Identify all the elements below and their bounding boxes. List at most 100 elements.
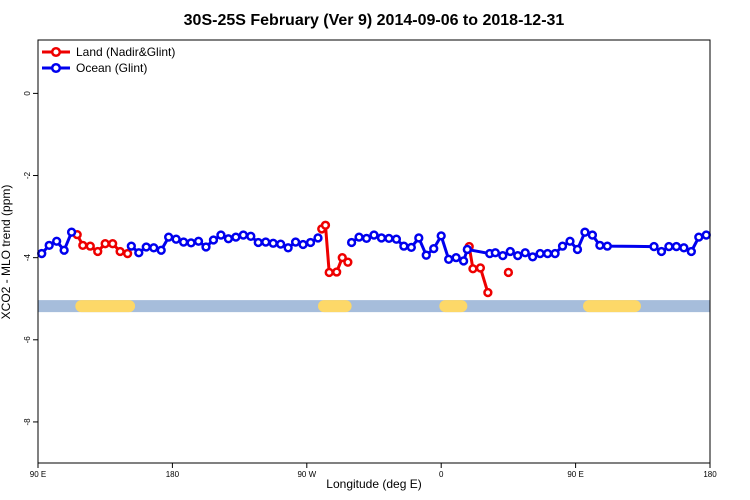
ocean-point-22 — [253, 237, 263, 248]
x-tick-label-1: 180 — [166, 470, 180, 479]
land-point-13 — [343, 257, 353, 267]
x-tick-label-5: 180 — [703, 470, 717, 479]
ocean-point-53 — [520, 248, 530, 258]
ocean-point-34 — [369, 230, 379, 240]
ocean-point-16 — [208, 235, 219, 245]
land-band-2 — [439, 300, 468, 313]
ocean-point-55 — [535, 248, 545, 259]
ocean-point-52 — [513, 250, 523, 261]
land-band-3 — [583, 300, 641, 313]
land-point-5 — [108, 239, 118, 249]
ocean-point-39 — [406, 242, 416, 253]
land-point-7 — [122, 248, 133, 259]
ocean-point-36 — [384, 233, 394, 244]
legend-land-label: Land (Nadir&Glint) — [76, 45, 175, 59]
land-point-12 — [337, 253, 347, 263]
ocean-point-26 — [283, 243, 293, 253]
chart-title: 30S-25S February (Ver 9) 2014-09-06 to 2… — [184, 12, 565, 29]
ocean-point-18 — [223, 234, 234, 244]
land-point-6 — [115, 246, 125, 257]
land-series-line-1 — [320, 223, 349, 274]
ocean-point-54 — [528, 252, 538, 262]
ocean-point-63 — [595, 240, 605, 250]
ocean-point-65 — [649, 241, 659, 252]
land-point-4 — [100, 239, 110, 249]
ocean-point-5 — [126, 241, 136, 251]
ocean-point-1 — [44, 240, 54, 250]
ocean-point-7 — [141, 242, 151, 252]
y-tick-label-0: 0 — [23, 91, 32, 96]
ocean-point-44 — [444, 254, 454, 264]
ocean-point-19 — [231, 232, 241, 242]
ocean-point-72 — [701, 230, 711, 240]
ocean-point-12 — [178, 237, 189, 247]
ocean-point-30 — [313, 233, 323, 243]
ocean-point-47 — [462, 244, 472, 255]
ocean-point-43 — [436, 231, 446, 241]
ocean-point-60 — [572, 244, 583, 255]
ocean-point-32 — [354, 232, 364, 242]
ocean-point-58 — [557, 241, 568, 251]
ocean-point-69 — [679, 243, 689, 253]
ocean-point-64 — [602, 241, 612, 251]
ocean-point-38 — [399, 241, 409, 251]
ocean-point-51 — [505, 246, 515, 257]
ocean-point-61 — [580, 227, 590, 237]
ocean-point-68 — [671, 241, 682, 252]
plot-frame — [37, 39, 711, 464]
ocean-point-0 — [37, 248, 47, 259]
x-tick-label-3: 0 — [439, 470, 444, 479]
ocean-point-29 — [305, 237, 316, 248]
ocean-point-13 — [186, 238, 196, 248]
land-point-15 — [468, 264, 478, 274]
land-point-17 — [483, 287, 493, 298]
ocean-point-67 — [664, 241, 674, 252]
legend-land-marker — [50, 46, 62, 58]
ocean-point-4 — [66, 227, 77, 237]
land-point-10 — [324, 267, 334, 278]
land-point-1 — [78, 240, 88, 250]
ocean-point-15 — [201, 242, 211, 252]
land-point-3 — [93, 246, 103, 257]
land-point-16 — [475, 263, 486, 273]
ocean-point-8 — [149, 243, 159, 253]
x-tick-label-2: 90 W — [297, 470, 316, 479]
ocean-point-11 — [171, 234, 181, 244]
ocean-point-45 — [451, 253, 461, 263]
ocean-point-3 — [59, 245, 69, 255]
ocean-point-23 — [261, 237, 271, 247]
legend-ocean-marker — [50, 62, 62, 74]
land-band-0 — [75, 300, 136, 313]
ocean-point-20 — [238, 230, 248, 240]
land-point-9 — [320, 220, 331, 230]
ocean-point-40 — [414, 233, 424, 243]
land-band-1 — [318, 300, 352, 313]
ocean-point-31 — [346, 237, 357, 248]
land-point-18 — [503, 267, 514, 278]
ocean-point-25 — [276, 239, 286, 249]
surface-band — [38, 300, 710, 313]
y-tick-label-1: -2 — [23, 171, 32, 179]
ocean-point-14 — [193, 236, 204, 246]
ocean-point-6 — [134, 248, 144, 258]
ocean-point-62 — [587, 230, 598, 240]
ocean-point-9 — [156, 245, 166, 255]
ocean-point-59 — [565, 236, 575, 246]
y-tick-label-2: -4 — [23, 254, 32, 262]
ocean-point-41 — [421, 250, 431, 260]
x-tick-label-4: 90 E — [567, 470, 583, 479]
ocean-point-71 — [694, 232, 704, 242]
ocean-point-17 — [216, 230, 226, 240]
ocean-point-56 — [542, 248, 553, 259]
ocean-point-66 — [656, 246, 667, 257]
ocean-point-49 — [490, 248, 500, 258]
ocean-point-46 — [458, 256, 469, 266]
plot-area — [37, 220, 711, 313]
y-axis-label: XCO2 - MLO trend (ppm) — [0, 185, 13, 320]
land-point-2 — [85, 241, 95, 251]
y-tick-label-3: -6 — [23, 336, 32, 344]
ocean-point-28 — [298, 239, 308, 250]
ocean-point-35 — [376, 233, 387, 243]
x-tick-label-0: 90 E — [30, 470, 46, 479]
